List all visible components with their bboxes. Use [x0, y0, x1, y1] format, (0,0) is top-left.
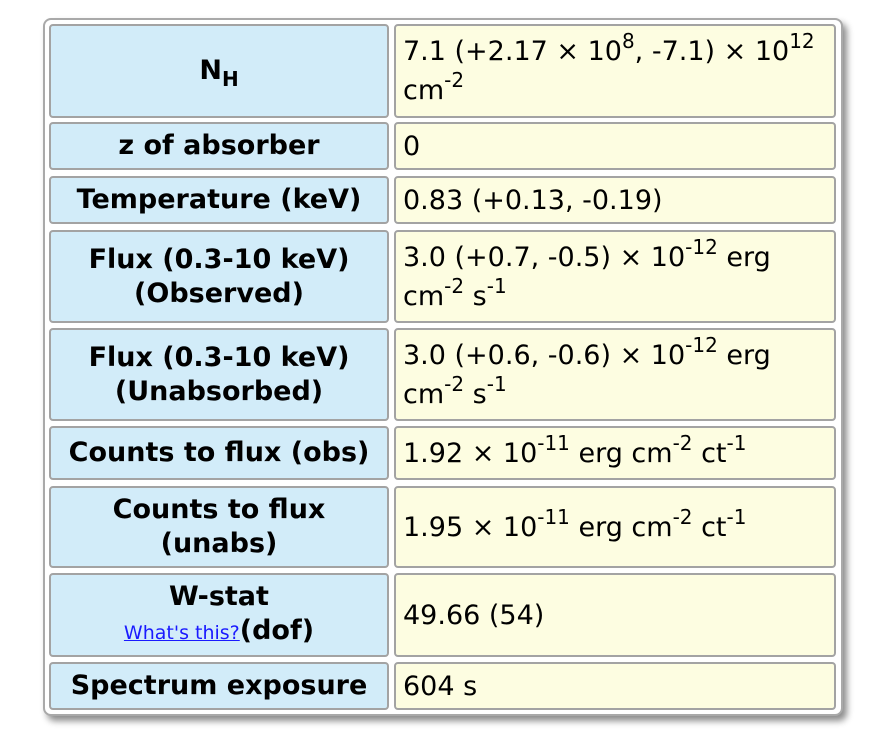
spectral-fit-table: NH 7.1 (+2.17 × 108, -7.1) × 1012 cm-2 z… — [43, 18, 843, 716]
counts-to-flux-obs-value: 1.92 × 10-11 erg cm-2 ct-1 — [394, 426, 836, 480]
nh-value: 7.1 (+2.17 × 108, -7.1) × 1012 cm-2 — [394, 24, 836, 118]
counts-to-flux-unabs-label: Counts to flux (unabs) — [49, 486, 389, 568]
whats-this-link[interactable]: What's this? — [123, 622, 240, 644]
nh-label: NH — [49, 24, 389, 118]
wstat-label: W-stat What's this? (dof) — [49, 573, 389, 657]
flux-observed-label: Flux (0.3-10 keV) (Observed) — [49, 230, 389, 323]
z-absorber-value: 0 — [394, 122, 836, 170]
flux-unabsorbed-value: 3.0 (+0.6, -0.6) × 10-12 erg cm-2 s-1 — [394, 328, 836, 421]
counts-to-flux-unabs-value: 1.95 × 10-11 erg cm-2 ct-1 — [394, 486, 836, 568]
spectrum-exposure-value: 604 s — [394, 662, 836, 710]
wstat-value: 49.66 (54) — [394, 573, 836, 657]
temperature-label: Temperature (keV) — [49, 176, 389, 224]
spectrum-exposure-label: Spectrum exposure — [49, 662, 389, 710]
flux-observed-value: 3.0 (+0.7, -0.5) × 10-12 erg cm-2 s-1 — [394, 230, 836, 323]
flux-unabsorbed-label: Flux (0.3-10 keV) (Unabsorbed) — [49, 328, 389, 421]
counts-to-flux-obs-label: Counts to flux (obs) — [49, 426, 389, 480]
z-absorber-label: z of absorber — [49, 122, 389, 170]
temperature-value: 0.83 (+0.13, -0.19) — [394, 176, 836, 224]
